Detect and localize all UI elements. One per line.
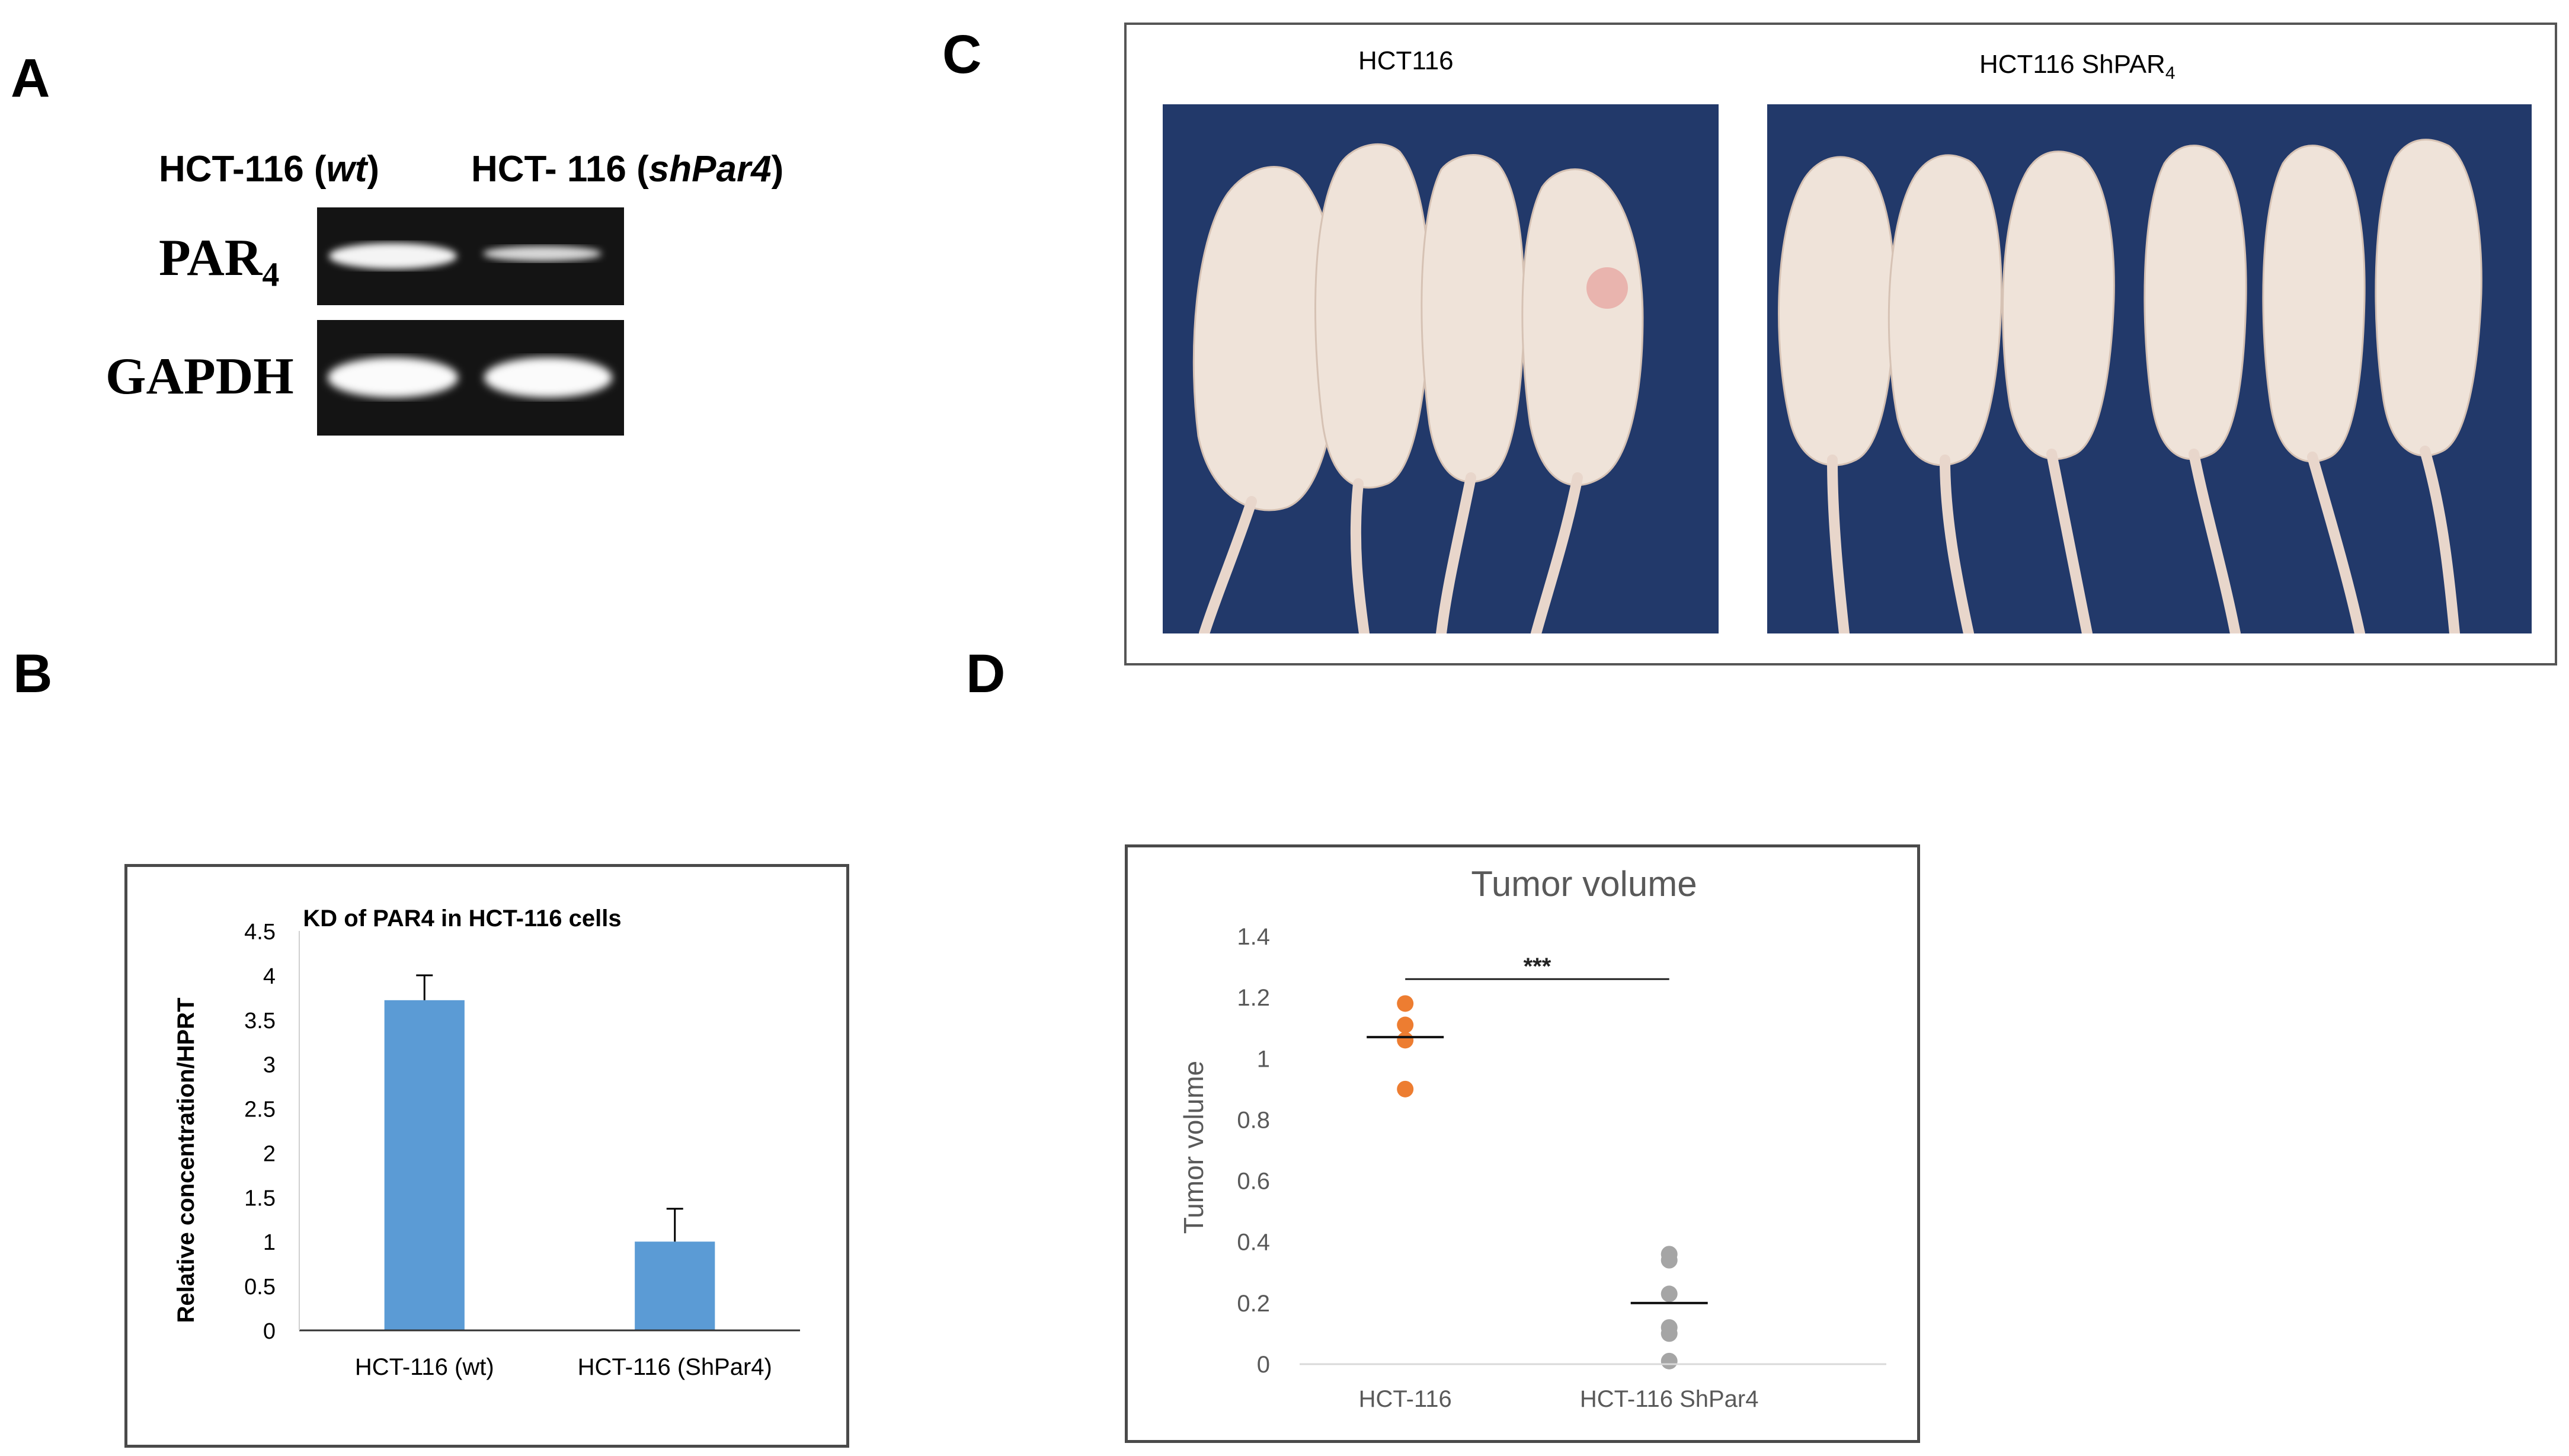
- error-bar-1: [416, 974, 433, 1000]
- mouse-9: [2262, 145, 2366, 463]
- mouse-4: [1521, 168, 1644, 487]
- photo-panel-frame: [1124, 23, 2557, 665]
- gel-blot-par4: [317, 207, 624, 305]
- mouse-10: [2375, 139, 2482, 457]
- scatter-chart-y-tick-label: 0.6: [1237, 1169, 1270, 1195]
- error-bar-2: [666, 1208, 683, 1242]
- bar-chart-y-axis-label: Relative concentration/HPRT: [173, 997, 199, 1323]
- photo-caption-hct116: HCT116: [1358, 46, 1454, 75]
- mouse-6: [1887, 154, 2002, 466]
- scatter-point: [1661, 1285, 1678, 1303]
- gel-label-par4: PAR4: [159, 229, 280, 294]
- tail-9: [2307, 452, 2365, 633]
- scatter-point: [1661, 1325, 1678, 1342]
- scatter-chart-x-tick-label: HCT-116 ShPar4: [1580, 1386, 1759, 1412]
- gel-band-wt-gapdh: [328, 357, 458, 398]
- tail-5: [1827, 455, 1850, 633]
- panel-letter-c: C: [942, 24, 982, 85]
- panel-letter-a: A: [11, 48, 50, 108]
- tumor-mark: [1586, 267, 1628, 309]
- gel-header-wt: HCT-116 (wt): [159, 149, 380, 190]
- bar-1: [384, 1000, 465, 1330]
- tail-2: [1350, 478, 1370, 633]
- scatter-point: [1397, 1032, 1414, 1049]
- mouse-1: [1192, 166, 1342, 511]
- scatter-chart: Tumor volume Tumor volume 0 0.2 0.4 0.6 0.8 1…: [1178, 864, 1886, 1412]
- scatter-chart-y-tick-label: 1.4: [1237, 924, 1270, 950]
- gel-header-shpar4: HCT- 116 (shPar4): [471, 149, 784, 190]
- scatter-point: [1397, 1080, 1414, 1097]
- gel-band-wt-par4: [329, 243, 457, 269]
- gel-band-sh-par4: [483, 246, 602, 261]
- photo-caption-hct116-shpar4: HCT116 ShPAR4: [1979, 50, 2176, 83]
- significance-label: ***: [1524, 953, 1551, 980]
- scatter-point: [1397, 1016, 1414, 1033]
- panel-letter-d: D: [966, 644, 1006, 704]
- bar-chart: KD of PAR4 in HCT-116 cells Relative con…: [173, 905, 800, 1380]
- bar-chart-y-tick-label: 2.5: [244, 1097, 276, 1122]
- scatter-chart-title: Tumor volume: [1471, 864, 1697, 904]
- scatter-chart-y-tick-label: 0.4: [1237, 1230, 1270, 1256]
- scatter-point: [1397, 995, 1414, 1012]
- scatter-point: [1661, 1352, 1678, 1369]
- scatter-chart-y-tick-label: 1: [1257, 1046, 1270, 1072]
- bar-2: [635, 1241, 715, 1330]
- gel-band-sh-gapdh: [484, 357, 612, 398]
- bar-chart-y-tick-label: 4.5: [244, 920, 276, 945]
- scatter-chart-y-axis-label: Tumor volume: [1178, 1061, 1209, 1234]
- mouse-5: [1778, 156, 1896, 466]
- scatter-point: [1661, 1252, 1678, 1269]
- bar-chart-y-tick-label: 3.5: [244, 1009, 276, 1033]
- panel-letter-b: B: [13, 644, 53, 704]
- bar-chart-title: KD of PAR4 in HCT-116 cells: [303, 905, 621, 932]
- bar-chart-x-tick-label: HCT-116 (wt): [355, 1354, 494, 1380]
- scatter-chart-y-tick-label: 0: [1257, 1352, 1270, 1378]
- photo-hct116-shpar4-mice: [1767, 104, 2532, 633]
- bar-chart-y-tick-label: 3: [263, 1053, 276, 1078]
- scatter-chart-frame: Tumor volume Tumor volume 0 0.2 0.4 0.6 0.8 1…: [1125, 844, 1920, 1443]
- bar-chart-y-tick-label: 0: [263, 1319, 276, 1344]
- tail-10: [2420, 446, 2460, 633]
- tail-4: [1531, 472, 1583, 633]
- bar-chart-y-tick-label: 2: [263, 1141, 276, 1166]
- bar-chart-y-tick-label: 0.5: [244, 1275, 276, 1300]
- mouse-8: [2144, 145, 2247, 460]
- scatter-chart-x-tick-label: HCT-116: [1359, 1386, 1452, 1412]
- bar-chart-frame: KD of PAR4 in HCT-116 cells Relative con…: [124, 864, 849, 1448]
- tail-3: [1436, 472, 1476, 633]
- gel-blot-gapdh: [317, 320, 624, 436]
- tail-8: [2189, 449, 2241, 633]
- tail-1: [1199, 496, 1257, 633]
- gel-label-gapdh: GAPDH: [105, 348, 294, 405]
- mouse-7: [2002, 151, 2115, 460]
- photo-hct116-mice: [1163, 104, 1719, 633]
- bar-chart-y-tick-label: 1.5: [244, 1186, 276, 1211]
- tail-6: [1940, 455, 1974, 633]
- mouse-3: [1421, 154, 1525, 483]
- mouse-2: [1314, 143, 1431, 489]
- scatter-chart-y-tick-label: 0.2: [1237, 1291, 1270, 1317]
- bar-chart-y-tick-label: 4: [263, 964, 276, 989]
- bar-chart-y-tick-label: 1: [263, 1230, 276, 1255]
- tail-7: [2046, 449, 2093, 633]
- bar-chart-x-tick-label: HCT-116 (ShPar4): [578, 1354, 772, 1380]
- scatter-chart-y-tick-label: 0.8: [1237, 1107, 1270, 1133]
- scatter-chart-y-tick-label: 1.2: [1237, 985, 1270, 1011]
